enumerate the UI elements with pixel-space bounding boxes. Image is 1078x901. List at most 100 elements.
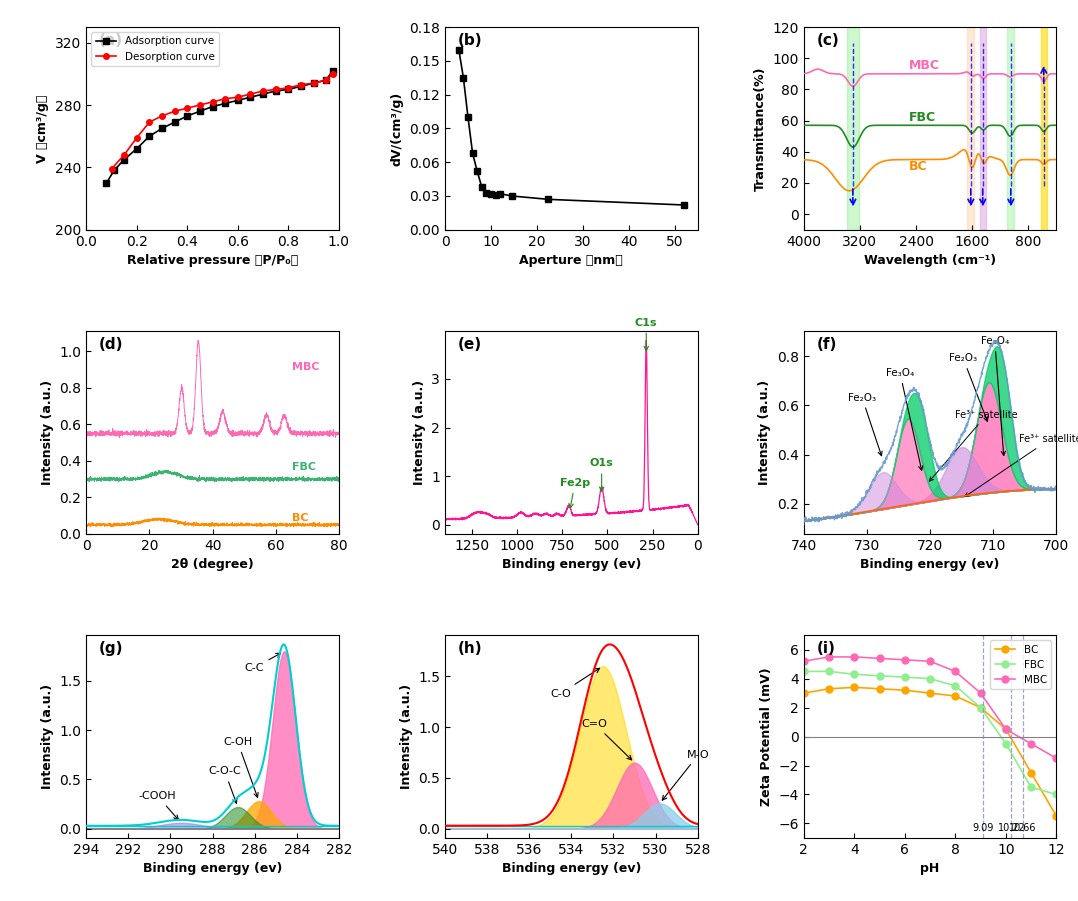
Text: (d): (d) xyxy=(99,337,123,352)
Line: Desorption curve: Desorption curve xyxy=(109,71,335,172)
Desorption curve xyxy=(193,100,206,111)
Text: (c): (c) xyxy=(816,33,839,48)
Text: C-C: C-C xyxy=(244,653,280,673)
Adsorption curve xyxy=(143,131,156,141)
Adsorption curve xyxy=(181,111,194,122)
BC xyxy=(873,683,886,694)
MBC xyxy=(975,687,987,698)
FBC xyxy=(798,666,811,677)
Desorption curve xyxy=(244,88,257,99)
Desorption curve xyxy=(219,94,232,105)
Desorption curve xyxy=(206,96,219,107)
Y-axis label: Intensity (a.u.): Intensity (a.u.) xyxy=(41,684,54,789)
Adsorption curve xyxy=(168,117,181,128)
Desorption curve xyxy=(143,117,156,128)
Bar xyxy=(967,27,975,230)
Bar xyxy=(847,27,859,230)
Adsorption curve xyxy=(206,101,219,112)
Desorption curve xyxy=(155,111,168,122)
FBC xyxy=(949,680,962,691)
Text: MBC: MBC xyxy=(291,361,319,372)
BC xyxy=(798,687,811,698)
MBC xyxy=(1050,753,1063,764)
MBC xyxy=(1025,739,1038,750)
X-axis label: 2θ (degree): 2θ (degree) xyxy=(171,559,254,571)
Text: C1s: C1s xyxy=(635,317,658,350)
Text: 10.22: 10.22 xyxy=(997,823,1025,833)
Adsorption curve xyxy=(257,88,270,99)
Line: MBC: MBC xyxy=(800,653,1060,761)
Y-axis label: Intensity (a.u.): Intensity (a.u.) xyxy=(400,684,413,789)
X-axis label: Binding energy (ev): Binding energy (ev) xyxy=(501,559,641,571)
Legend: BC, FBC, MBC: BC, FBC, MBC xyxy=(991,641,1051,689)
Y-axis label: Intensity (a.u.): Intensity (a.u.) xyxy=(758,380,772,485)
Adsorption curve xyxy=(327,65,340,76)
Text: 9.09: 9.09 xyxy=(972,823,994,833)
Text: (f): (f) xyxy=(816,337,837,352)
FBC xyxy=(975,702,987,713)
X-axis label: pH: pH xyxy=(921,862,940,876)
Bar xyxy=(1040,27,1047,230)
Desorption curve xyxy=(232,92,245,103)
Text: MBC: MBC xyxy=(909,59,940,72)
MBC xyxy=(924,656,937,667)
Text: C-O: C-O xyxy=(550,669,599,698)
FBC xyxy=(1025,782,1038,793)
Text: BC: BC xyxy=(909,160,928,174)
Text: (e): (e) xyxy=(458,337,482,352)
BC xyxy=(1050,811,1063,822)
Desorption curve xyxy=(181,103,194,114)
BC xyxy=(949,691,962,702)
FBC xyxy=(823,666,835,677)
X-axis label: Binding energy (ev): Binding energy (ev) xyxy=(860,559,999,571)
Text: Fe₂O₃: Fe₂O₃ xyxy=(949,353,987,422)
Text: Fe2p: Fe2p xyxy=(559,478,590,508)
Text: 10.66: 10.66 xyxy=(1009,823,1036,833)
Line: FBC: FBC xyxy=(800,668,1060,798)
BC xyxy=(898,685,911,696)
Text: Fe³⁺ satellite: Fe³⁺ satellite xyxy=(929,410,1018,481)
Adsorption curve xyxy=(155,123,168,133)
FBC xyxy=(924,673,937,684)
Text: (b): (b) xyxy=(458,33,482,48)
Y-axis label: V （cm³/g）: V （cm³/g） xyxy=(37,95,50,162)
X-axis label: Wavelength (cm⁻¹): Wavelength (cm⁻¹) xyxy=(865,254,996,268)
FBC xyxy=(1050,789,1063,800)
Text: C-OH: C-OH xyxy=(223,737,258,797)
MBC xyxy=(999,724,1012,734)
Adsorption curve xyxy=(118,154,130,165)
Text: BC: BC xyxy=(291,513,308,523)
MBC xyxy=(898,654,911,665)
MBC xyxy=(873,653,886,664)
Desorption curve xyxy=(105,164,118,175)
Text: (a): (a) xyxy=(99,33,123,48)
Desorption curve xyxy=(282,82,295,93)
Adsorption curve xyxy=(108,165,121,176)
Text: O1s: O1s xyxy=(590,459,613,491)
Legend: Adsorption curve, Desorption curve: Adsorption curve, Desorption curve xyxy=(92,32,219,66)
Y-axis label: dV/(cm³/g): dV/(cm³/g) xyxy=(390,91,404,166)
Text: Fe₃O₄: Fe₃O₄ xyxy=(981,336,1009,456)
Text: C-O-C: C-O-C xyxy=(208,767,241,804)
Adsorption curve xyxy=(244,92,257,103)
Desorption curve xyxy=(270,84,282,95)
MBC xyxy=(848,651,861,662)
Adsorption curve xyxy=(270,86,282,96)
Desorption curve xyxy=(118,150,130,160)
Adsorption curve xyxy=(100,177,113,188)
Y-axis label: Transmittance(%): Transmittance(%) xyxy=(754,66,766,191)
Text: Fe³⁺ satellite: Fe³⁺ satellite xyxy=(965,434,1078,496)
X-axis label: Relative pressure （P/P₀）: Relative pressure （P/P₀） xyxy=(127,254,299,268)
Adsorption curve xyxy=(193,105,206,116)
Adsorption curve xyxy=(232,95,245,105)
Text: -COOH: -COOH xyxy=(139,791,178,820)
Text: Fe₃O₄: Fe₃O₄ xyxy=(886,368,923,470)
Y-axis label: Zeta Potential (mV): Zeta Potential (mV) xyxy=(760,668,773,805)
MBC xyxy=(949,666,962,677)
MBC xyxy=(823,651,835,662)
Desorption curve xyxy=(327,68,340,79)
Bar xyxy=(980,27,985,230)
Desorption curve xyxy=(130,132,143,143)
Text: (h): (h) xyxy=(458,642,482,656)
Adsorption curve xyxy=(282,84,295,95)
